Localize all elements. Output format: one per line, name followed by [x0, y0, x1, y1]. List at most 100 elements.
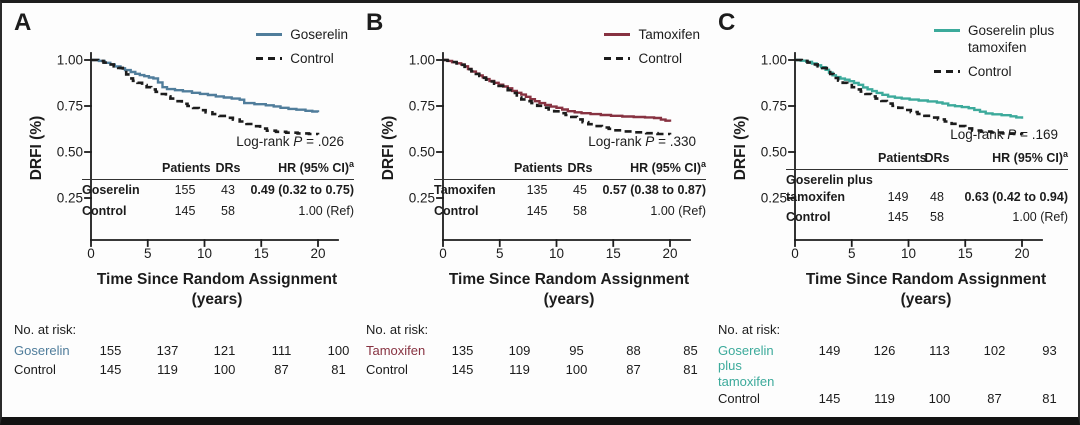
risk-value: 81: [331, 362, 346, 378]
patients-value: 135: [526, 183, 548, 198]
solid-line-swatch: [934, 29, 960, 32]
legend-label: Control: [968, 63, 1012, 79]
risk-value: 111: [271, 342, 292, 358]
risk-value: 135: [451, 342, 474, 358]
row-label: Control: [786, 209, 831, 224]
svg-text:0.50: 0.50: [761, 145, 787, 160]
log-rank-p: P: [645, 134, 655, 149]
panel-a: A DRFI (%) 0 5 10 15 20 1.00 0.75 0.50 0.25 Gose…: [6, 5, 358, 417]
risk-row: Goserelin plus tamoxifen 149 126 113 102…: [718, 341, 1072, 390]
panel-letter: A: [14, 9, 32, 36]
svg-text:0.25: 0.25: [409, 191, 435, 206]
risk-table-title: No. at risk:: [366, 321, 429, 337]
risk-value: 155: [99, 342, 122, 358]
hr-table-header: Patients DRs HR (95% CI)a: [82, 157, 354, 181]
risk-value: 121: [213, 342, 236, 358]
legend-label: Control: [638, 50, 682, 66]
log-rank-p: P: [293, 134, 303, 149]
svg-text:0.75: 0.75: [57, 99, 83, 114]
dashed-line-swatch: [934, 69, 960, 73]
svg-text:0.25: 0.25: [57, 191, 83, 206]
risk-row-label: Goserelin plus tamoxifen: [718, 342, 775, 389]
hr-footnote-marker: a: [348, 159, 354, 169]
risk-table-title: No. at risk:: [718, 321, 781, 337]
risk-value: 88: [626, 342, 641, 358]
hr-header: HR (95% CI)a: [600, 159, 706, 176]
log-rank-text: Log-rank: [236, 134, 290, 149]
hr-table: Patients DRs HR (95% CI)a Tamoxifen 135 …: [434, 157, 706, 221]
svg-text:10: 10: [549, 246, 564, 261]
risk-value: 119: [157, 362, 178, 378]
x-axis-label: Time Since Random Assignment (years): [6, 270, 358, 310]
hr-table-row: Goserelin plus tamoxifen 149 48 0.63 (0.…: [786, 170, 1068, 207]
risk-value: 81: [1042, 391, 1057, 407]
hr-table-header: Patients DRs HR (95% CI)a: [786, 147, 1068, 171]
svg-text:0.25: 0.25: [761, 191, 787, 206]
log-rank-text: Log-rank: [950, 127, 1004, 142]
dashed-line-swatch: [604, 56, 631, 60]
legend: Goserelin Control: [256, 27, 348, 68]
hr-footnote-marker: a: [1062, 149, 1068, 159]
hr-table-header: Patients DRs HR (95% CI)a: [434, 157, 706, 181]
x-axis-label: Time Since Random Assignment (years): [358, 270, 710, 310]
legend-label: Tamoxifen: [638, 27, 700, 42]
hr-value: 0.49 (0.32 to 0.75): [250, 183, 354, 198]
log-rank-text: Log-rank: [588, 134, 642, 149]
svg-text:5: 5: [848, 246, 856, 261]
hr-table: Patients DRs HR (95% CI)a Goserelin 155 …: [82, 157, 354, 221]
risk-value: 100: [565, 362, 588, 378]
hr-value: 0.57 (0.38 to 0.87): [602, 183, 706, 198]
dashed-line-swatch: [256, 56, 283, 60]
risk-row-label: Control: [366, 362, 408, 378]
svg-text:5: 5: [144, 246, 152, 261]
risk-row-label: Control: [718, 391, 760, 407]
log-rank-value: = .169: [1020, 127, 1058, 142]
patients-value: 145: [887, 209, 909, 224]
patients-value: 149: [887, 189, 909, 204]
risk-row-label: Control: [14, 362, 56, 378]
drs-value: 43: [221, 183, 235, 198]
risk-value: 137: [156, 342, 179, 358]
x-axis-label-line1: Time Since Random Assignment: [805, 271, 1047, 288]
svg-text:0: 0: [87, 246, 95, 261]
svg-text:10: 10: [197, 246, 212, 261]
risk-value: 113: [929, 342, 950, 358]
panel-c-chart-area: C DRFI (%) 0 5 10 15 20 1.00 0.75 0.50 0.25 Gose…: [710, 5, 1072, 268]
hr-header-text: HR (95% CI): [278, 161, 349, 176]
risk-value: 87: [987, 391, 1002, 407]
row-label: Tamoxifen: [434, 183, 496, 198]
svg-text:0: 0: [439, 246, 447, 261]
risk-value: 100: [213, 362, 236, 378]
hr-table-row: Tamoxifen 135 45 0.57 (0.38 to 0.87): [434, 180, 706, 200]
legend-item: Goserelin plus tamoxifen: [934, 23, 1062, 57]
svg-text:0.50: 0.50: [409, 145, 435, 160]
legend-label: Goserelin: [290, 27, 348, 42]
drs-header: DRs: [924, 151, 950, 166]
risk-value: 149: [818, 342, 841, 358]
solid-line-swatch: [604, 33, 631, 36]
drs-value: 58: [930, 209, 944, 224]
svg-text:1.00: 1.00: [409, 53, 435, 68]
km-plot: 0 5 10 15 20 1.00 0.75 0.50 0.25: [57, 52, 339, 261]
km-plot: 0 5 10 15 20 1.00 0.75 0.50 0.25: [409, 52, 691, 261]
log-rank-value: = .026: [306, 134, 344, 149]
legend: Goserelin plus tamoxifen Control: [934, 23, 1062, 81]
hr-table-row: Control 145 58 1.00 (Ref): [434, 201, 706, 221]
risk-value: 145: [451, 362, 474, 378]
risk-value: 109: [508, 342, 531, 358]
panel-c: C DRFI (%) 0 5 10 15 20 1.00 0.75 0.50 0.25 Gose…: [710, 5, 1072, 417]
solid-line-swatch: [256, 33, 283, 36]
patients-header: Patients: [162, 161, 211, 176]
svg-text:1.00: 1.00: [761, 53, 787, 68]
svg-text:5: 5: [496, 246, 504, 261]
drs-value: 48: [930, 189, 944, 204]
drs-value: 58: [221, 203, 235, 218]
legend: Tamoxifen Control: [604, 27, 700, 68]
patients-value: 155: [174, 183, 196, 198]
hr-table-row: Control 145 58 1.00 (Ref): [82, 201, 354, 221]
hr-header-text: HR (95% CI): [630, 161, 701, 176]
legend-item: Goserelin: [256, 27, 348, 44]
panel-letter: B: [366, 9, 384, 36]
risk-value: 145: [99, 362, 122, 378]
